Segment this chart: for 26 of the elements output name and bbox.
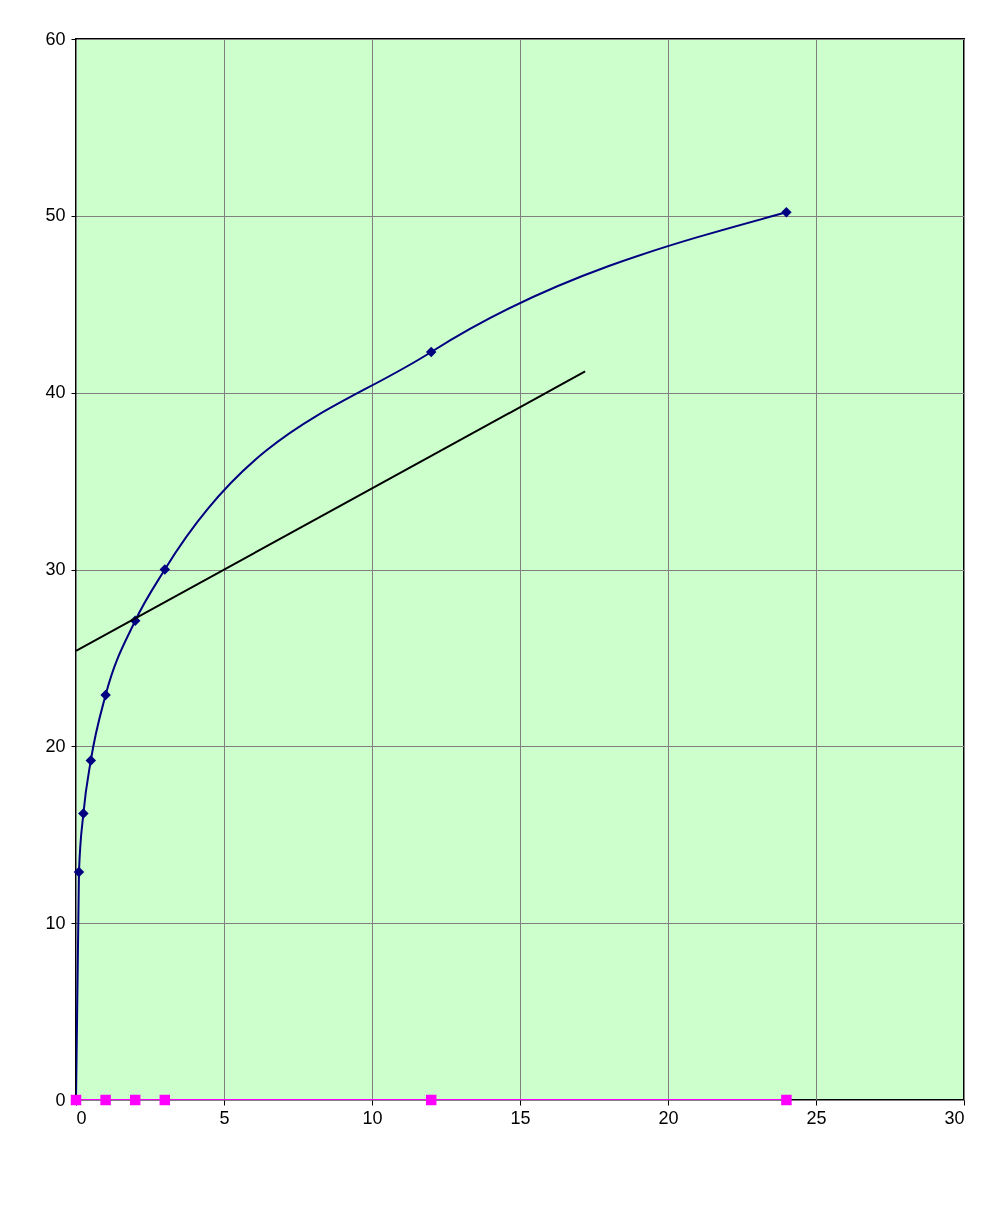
- point: [159, 1094, 171, 1106]
- point: [425, 1094, 437, 1106]
- point: [100, 1094, 111, 1106]
- y-tick-label: 10: [45, 912, 66, 933]
- x-tick-label: 10: [362, 1107, 383, 1128]
- y-tick-label: 0: [55, 1089, 66, 1110]
- x-tick-label: 0: [76, 1107, 87, 1128]
- x-tick-label: 30: [944, 1107, 965, 1128]
- point: [159, 564, 171, 575]
- x-tick-label: 5: [219, 1107, 230, 1128]
- x-tick-label: 25: [806, 1107, 827, 1128]
- y-tick-label: 50: [45, 205, 66, 226]
- y-tick-label: 30: [45, 559, 66, 579]
- x-tick-label: 20: [658, 1107, 679, 1128]
- x-tick-label: 15: [510, 1107, 531, 1128]
- point: [100, 689, 111, 701]
- point: [781, 1094, 792, 1106]
- point: [129, 1094, 141, 1106]
- y-tick-label: 40: [45, 382, 66, 403]
- point: [78, 808, 89, 819]
- y-tick-label: 20: [45, 735, 66, 756]
- point: [425, 346, 437, 358]
- y-tick-label: 60: [45, 28, 66, 49]
- point: [73, 866, 85, 878]
- point: [85, 755, 97, 766]
- point: [781, 207, 792, 218]
